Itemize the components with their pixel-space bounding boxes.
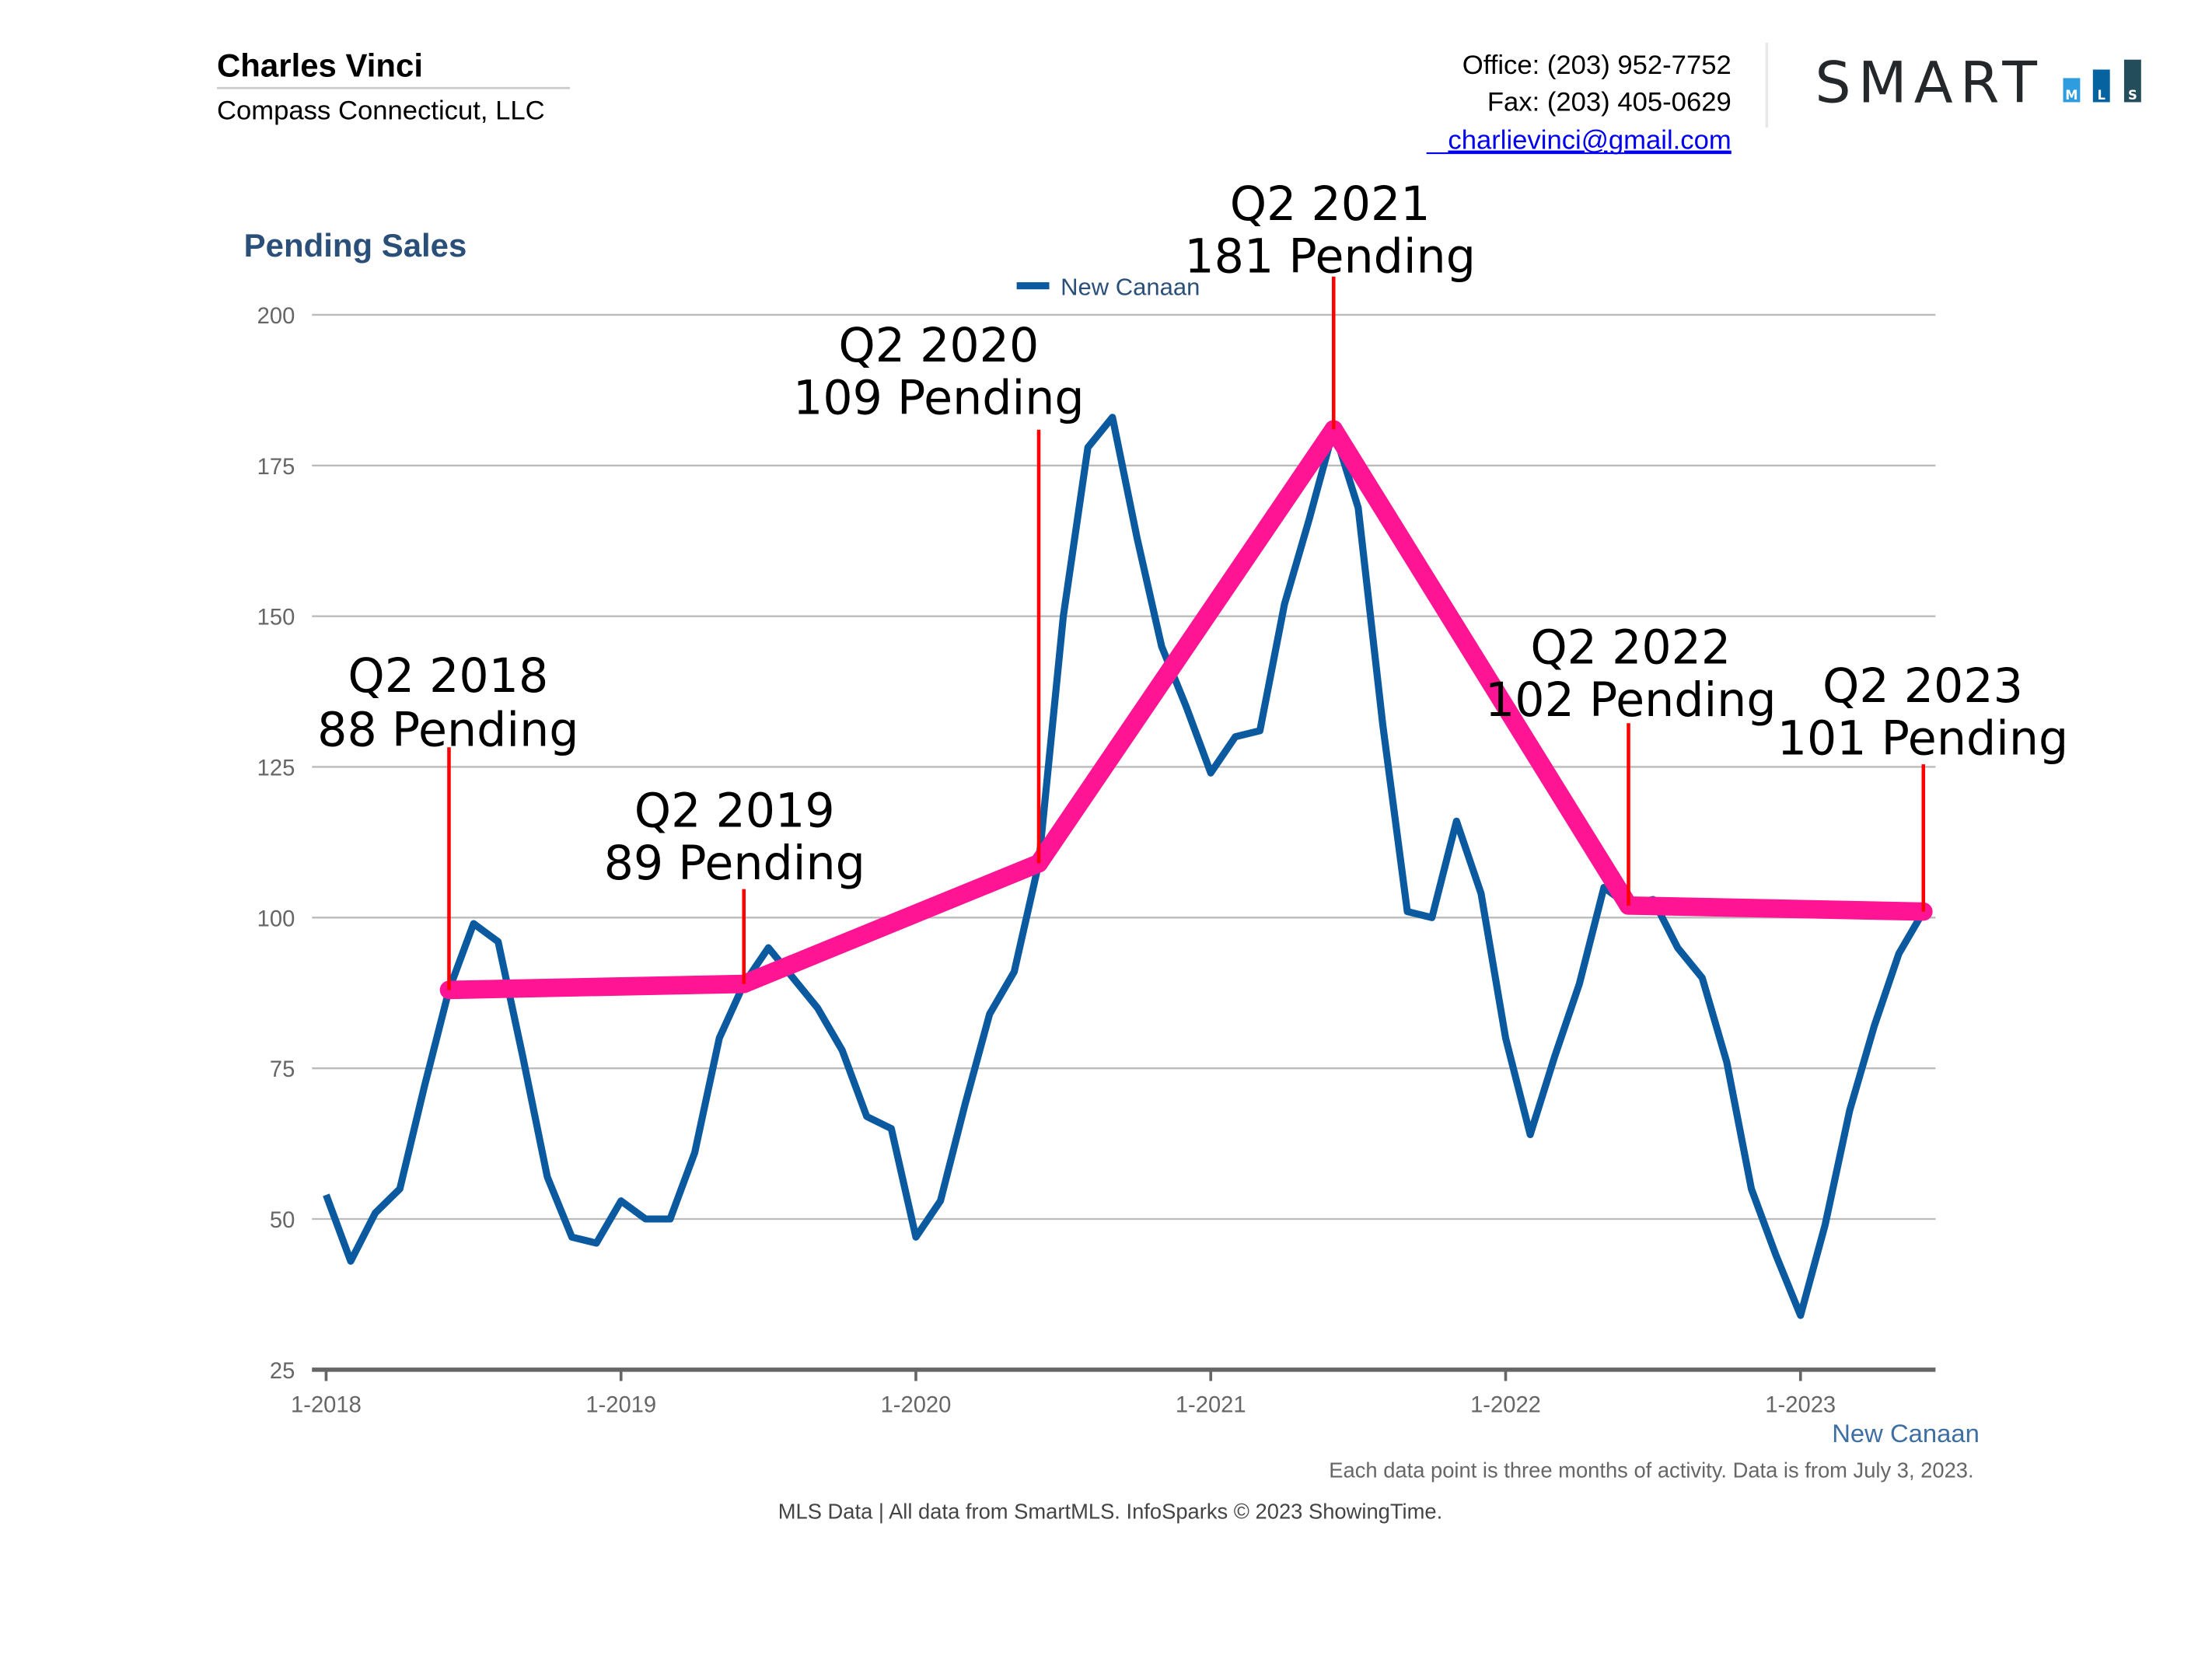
annotation-value: 109 Pending xyxy=(793,372,1085,426)
logo-text: SMART xyxy=(1815,50,2044,116)
y-tick-label: 100 xyxy=(257,906,295,931)
annotation-quarter: Q2 2021 xyxy=(1230,177,1431,232)
x-axis: 1-2018 1-2019 1-2020 1-2021 1-2022 1-2023 xyxy=(291,1367,1936,1418)
chart-title: Pending Sales xyxy=(244,227,467,264)
source-line: MLS Data | All data from SmartMLS. InfoS… xyxy=(778,1499,1443,1523)
y-tick-label: 75 xyxy=(270,1057,295,1082)
annotation-value: 181 Pending xyxy=(1184,229,1476,284)
y-tick-label: 200 xyxy=(257,304,295,329)
company-name: Compass Connecticut, LLC xyxy=(217,96,545,125)
trend-polyline xyxy=(449,420,1924,1000)
logo-letter-s: S xyxy=(2128,88,2137,103)
series-new-canaan xyxy=(323,414,1927,1319)
agent-block: Charles Vinci Compass Connecticut, LLC xyxy=(217,47,571,125)
x-tick-label: 1-2023 xyxy=(1765,1393,1836,1418)
legend: New Canaan xyxy=(1016,273,1200,300)
logo-block-s xyxy=(2123,59,2141,103)
y-tick-label: 175 xyxy=(257,455,295,480)
annotation-value: 89 Pending xyxy=(604,836,865,891)
x-tick-label: 1-2018 xyxy=(291,1393,362,1418)
email-link[interactable]: charlievinci@gmail.com xyxy=(1448,126,1731,155)
x-tick-label: 1-2020 xyxy=(881,1393,952,1418)
gridlines xyxy=(312,313,1936,1221)
series-line xyxy=(323,414,1927,1319)
x-tick-label: 1-2019 xyxy=(585,1393,656,1418)
y-tick-label: 50 xyxy=(270,1208,295,1233)
y-tick-label: 150 xyxy=(257,606,295,630)
annotation-value: 102 Pending xyxy=(1485,673,1777,728)
logo-letter-l: L xyxy=(2098,88,2105,103)
footnote: Each data point is three months of activ… xyxy=(1329,1458,1973,1482)
legend-label: New Canaan xyxy=(1061,273,1200,300)
logo-block-m xyxy=(2063,78,2081,103)
y-tick-label: 125 xyxy=(257,756,295,781)
y-axis: 25 50 75 100 125 150 175 200 xyxy=(257,304,295,1384)
annotation-quarter: Q2 2022 xyxy=(1530,621,1731,676)
x-tick-label: 1-2022 xyxy=(1470,1393,1541,1418)
annotation-value: 88 Pending xyxy=(317,703,578,757)
fax-number: Fax: (203) 405-0629 xyxy=(1487,87,1732,117)
annotation-quarter: Q2 2018 xyxy=(348,649,548,704)
agent-name: Charles Vinci xyxy=(217,47,423,84)
annotation-value: 101 Pending xyxy=(1777,711,2069,766)
office-phone: Office: (203) 952-7752 xyxy=(1462,51,1732,80)
logo-letter-m: M xyxy=(2065,88,2077,103)
contact-block: Office: (203) 952-7752 Fax: (203) 405-06… xyxy=(1426,51,1732,155)
smartmls-logo: SMART M L S xyxy=(1815,50,2141,116)
x-tick-label: 1-2021 xyxy=(1176,1393,1246,1418)
logo-block-l xyxy=(2092,69,2110,103)
y-tick-label: 25 xyxy=(270,1359,295,1384)
annotation-quarter: Q2 2020 xyxy=(838,319,1039,373)
legend-swatch xyxy=(1016,282,1050,290)
annotation-quarter: Q2 2023 xyxy=(1822,659,2023,714)
series-end-label: New Canaan xyxy=(1832,1419,1980,1448)
annotation-quarter: Q2 2019 xyxy=(634,784,835,838)
